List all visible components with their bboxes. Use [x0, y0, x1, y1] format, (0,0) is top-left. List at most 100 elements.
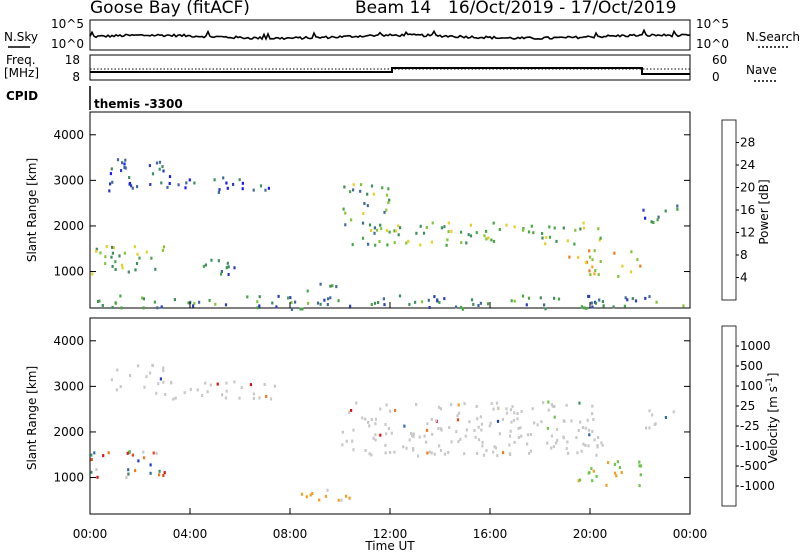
range-cell — [136, 252, 139, 256]
range-cell — [527, 230, 531, 234]
range-cell — [350, 409, 353, 412]
range-cell — [438, 444, 441, 448]
range-cell — [127, 472, 130, 476]
range-cell — [540, 420, 543, 424]
range-cell — [264, 188, 267, 192]
nave-tick-bottom: 0 — [712, 70, 720, 84]
range-cell — [252, 397, 255, 400]
range-cell — [157, 382, 160, 386]
range-cell — [126, 451, 129, 455]
range-cell — [319, 302, 322, 306]
range-cell — [367, 421, 370, 424]
range-cell — [528, 451, 531, 455]
range-cell — [656, 218, 659, 222]
range-cell — [472, 302, 475, 306]
range-cell — [431, 221, 434, 225]
range-cell — [598, 238, 601, 242]
range-cell — [566, 440, 569, 444]
range-cell — [114, 260, 117, 264]
range-cell — [121, 161, 124, 165]
range-cell — [587, 444, 590, 448]
range-cell — [238, 396, 241, 400]
range-cell — [275, 305, 278, 309]
range-cell — [510, 420, 513, 424]
range-cell — [226, 186, 229, 190]
range-cell — [359, 189, 362, 193]
range-cell — [447, 230, 450, 234]
y-tick-label: 3000 — [53, 173, 84, 187]
range-cell — [584, 426, 587, 430]
range-cell — [618, 466, 621, 469]
range-cell — [509, 434, 512, 438]
range-cell — [129, 374, 132, 378]
range-cell — [307, 301, 310, 305]
range-cell — [655, 300, 658, 304]
range-cell — [271, 301, 274, 305]
power-colorbar: 4 8 12 16 20 24 28 — [721, 119, 755, 301]
range-cell — [385, 229, 388, 233]
range-cell — [580, 305, 583, 309]
velocity-yticks: 1000 2000 3000 4000 — [53, 334, 690, 485]
range-cell — [460, 241, 463, 245]
range-cell — [341, 443, 344, 447]
range-cell — [134, 268, 137, 272]
range-cell — [672, 410, 675, 414]
range-cell — [487, 236, 490, 240]
range-cell — [361, 236, 365, 240]
range-cell — [377, 301, 380, 304]
range-cell — [206, 390, 209, 394]
range-cell — [553, 415, 556, 419]
range-cell — [193, 301, 196, 305]
range-cell — [433, 295, 436, 299]
range-cell — [226, 261, 229, 265]
range-cell — [505, 411, 509, 415]
range-cell — [299, 307, 302, 311]
range-cell — [90, 470, 93, 474]
range-cell — [485, 449, 488, 453]
range-cell — [124, 158, 127, 162]
range-cell — [591, 258, 594, 262]
range-cell — [463, 402, 466, 406]
range-cell — [210, 258, 213, 262]
velocity-colorbar-label: Velocity [m s-1] — [765, 373, 780, 464]
range-cell — [204, 263, 207, 267]
range-cell — [370, 184, 374, 188]
range-cell — [149, 471, 152, 475]
x-tick-label: 00:00 — [673, 527, 708, 541]
range-cell — [511, 405, 514, 409]
nsky-label: N.Sky — [4, 30, 38, 44]
range-cell — [385, 208, 388, 212]
range-cell — [581, 426, 585, 429]
colorbar-tick-label: 25 — [740, 399, 755, 413]
range-cell — [269, 397, 273, 401]
range-cell — [580, 449, 583, 453]
range-cell — [337, 498, 340, 502]
range-cell — [548, 235, 552, 239]
range-cell — [154, 267, 157, 271]
range-cell — [155, 391, 158, 395]
range-cell — [412, 432, 415, 436]
range-cell — [479, 301, 482, 305]
range-cell — [463, 452, 466, 456]
range-cell — [483, 234, 486, 238]
range-cell — [342, 207, 345, 211]
range-cell — [360, 183, 363, 187]
range-cell — [265, 395, 268, 398]
range-cell — [344, 223, 347, 227]
range-cell — [374, 433, 377, 437]
range-cell — [591, 265, 594, 269]
range-cell — [438, 301, 441, 304]
range-cell — [657, 215, 660, 219]
range-cell — [110, 378, 113, 382]
range-cell — [326, 303, 329, 306]
range-cell — [364, 449, 367, 452]
freq-unit: [MHz] — [4, 66, 39, 80]
range-cell — [110, 255, 113, 259]
range-cell — [430, 240, 433, 244]
range-cell — [425, 226, 428, 229]
range-cell — [344, 211, 347, 215]
range-cell — [202, 264, 205, 268]
range-cell — [533, 421, 536, 425]
range-cell — [143, 385, 146, 389]
range-cell — [467, 233, 470, 237]
